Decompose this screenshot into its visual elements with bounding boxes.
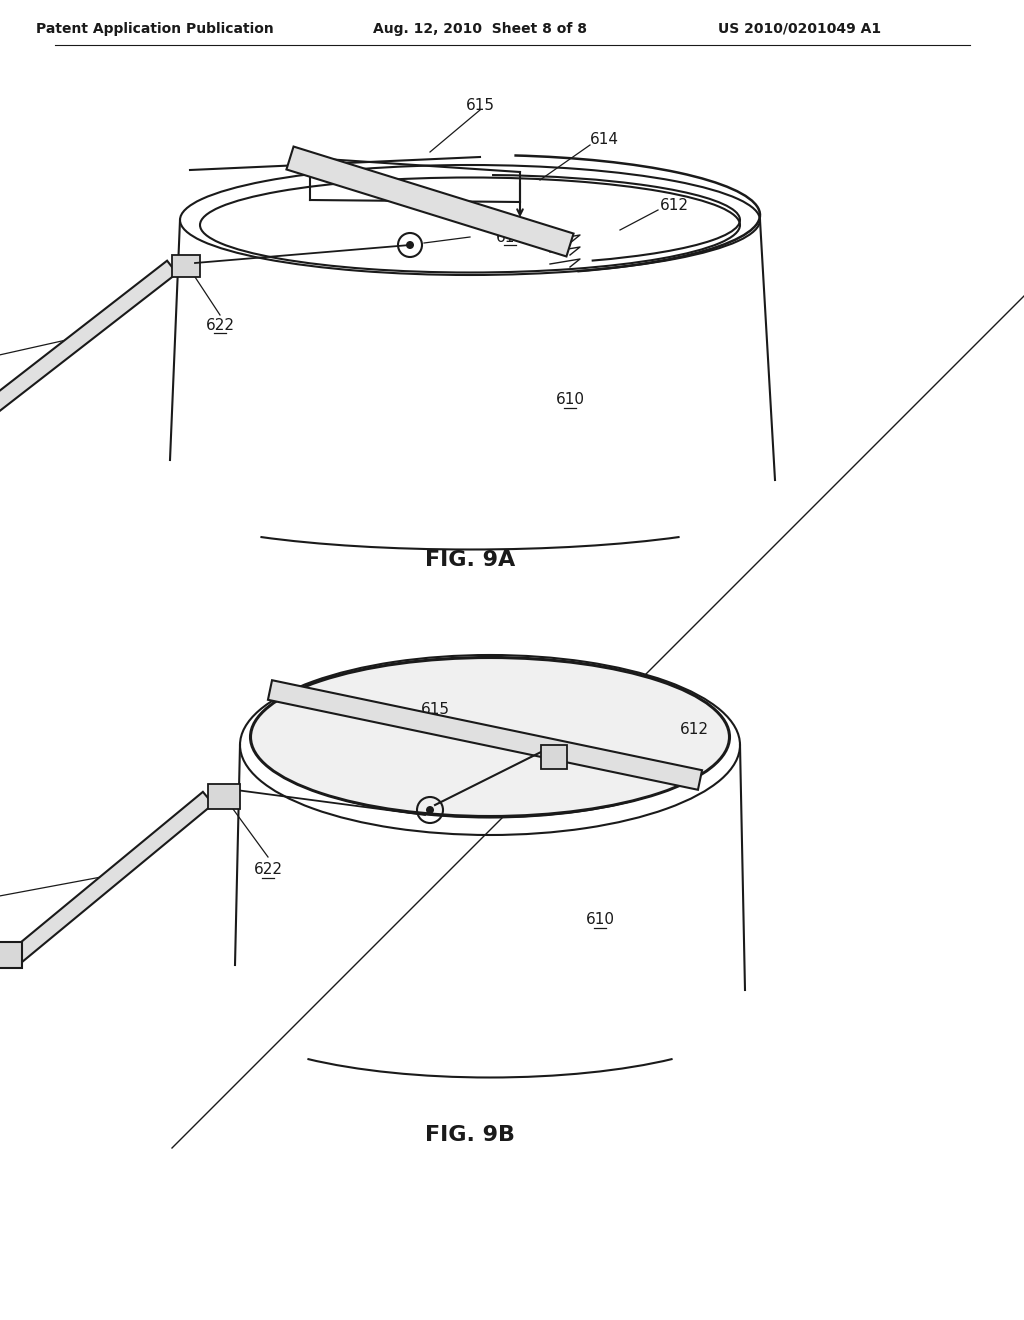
Bar <box>0 942 22 968</box>
Ellipse shape <box>251 657 729 816</box>
Polygon shape <box>287 147 573 256</box>
Text: 615: 615 <box>421 702 450 718</box>
Text: US 2010/0201049 A1: US 2010/0201049 A1 <box>719 22 882 36</box>
Text: 622: 622 <box>254 862 283 878</box>
Circle shape <box>406 242 414 249</box>
Text: 612: 612 <box>660 198 689 213</box>
Bar <box>541 744 567 770</box>
Text: Patent Application Publication: Patent Application Publication <box>36 22 273 36</box>
Text: 614: 614 <box>590 132 618 148</box>
Polygon shape <box>268 680 702 789</box>
Text: Aug. 12, 2010  Sheet 8 of 8: Aug. 12, 2010 Sheet 8 of 8 <box>373 22 587 36</box>
Text: FIG. 9B: FIG. 9B <box>425 1125 515 1144</box>
Text: FIG. 9A: FIG. 9A <box>425 550 515 570</box>
Bar <box>172 255 200 277</box>
Text: 612: 612 <box>680 722 709 738</box>
Text: 610: 610 <box>555 392 585 408</box>
Circle shape <box>426 807 434 814</box>
Polygon shape <box>0 260 177 426</box>
Bar <box>208 784 240 809</box>
Polygon shape <box>13 792 213 961</box>
Text: 616: 616 <box>496 230 524 244</box>
Text: 615: 615 <box>466 98 495 112</box>
Text: 622: 622 <box>206 318 234 333</box>
Text: 610: 610 <box>586 912 614 928</box>
Text: 616: 616 <box>485 731 515 747</box>
